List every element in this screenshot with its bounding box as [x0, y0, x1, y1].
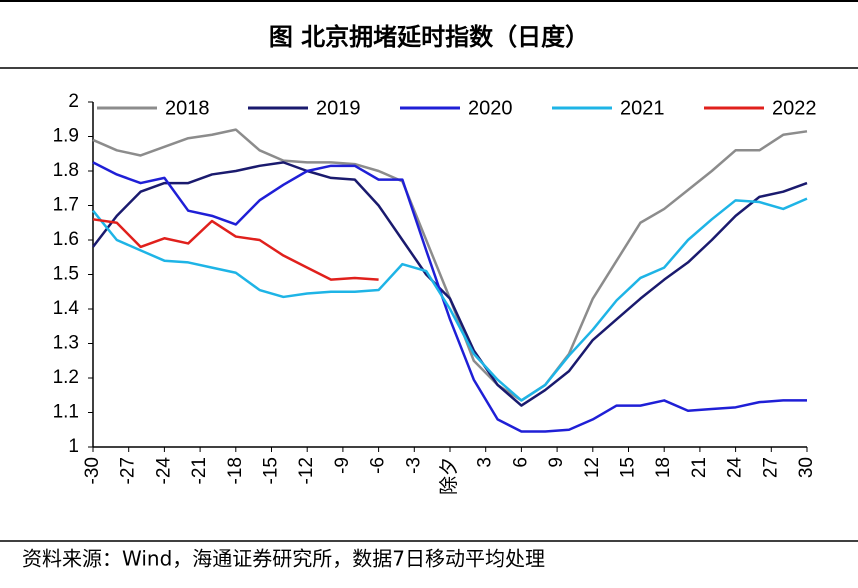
y-tick-label: 1.1 — [53, 402, 79, 423]
series-line — [92, 197, 808, 402]
y-tick-label: 1 — [68, 436, 79, 457]
y-tick-label: 1.6 — [53, 229, 79, 250]
y-tick-label: 2 — [68, 91, 79, 112]
x-tick-label: -6 — [368, 457, 389, 474]
y-tick-label: 1.4 — [53, 298, 80, 319]
y-tick-label: 1.9 — [53, 126, 79, 147]
x-tick-label: -3 — [403, 457, 424, 474]
y-tick-label: 1.5 — [53, 264, 79, 285]
series-line — [92, 218, 379, 281]
x-tick-label: 3 — [475, 457, 496, 468]
x-tick-label: -15 — [261, 457, 282, 484]
x-tick-label: 24 — [725, 457, 746, 479]
y-tick-label: 1.7 — [53, 195, 79, 216]
x-tick-label: -12 — [296, 457, 317, 484]
source-note: 资料来源：Wind，海通证券研究所，数据7日移动平均处理 — [22, 547, 545, 571]
x-tick-label: 30 — [796, 457, 817, 478]
legend-label: 2019 — [316, 97, 361, 119]
y-tick-label: 1.2 — [53, 367, 79, 388]
x-tick-label: 除夕 — [438, 457, 460, 495]
x-tick-label: -9 — [332, 457, 353, 474]
x-tick-label: 9 — [546, 457, 567, 468]
series-line — [92, 161, 807, 433]
x-tick-label: -21 — [189, 457, 210, 484]
x-tick-label: 18 — [653, 457, 674, 478]
x-tick-label: 21 — [689, 457, 710, 478]
y-tick-label: 1.8 — [53, 160, 79, 181]
x-tick-label: 6 — [510, 457, 531, 468]
x-tick-label: -27 — [118, 457, 139, 484]
y-tick-label: 1.3 — [53, 333, 79, 354]
x-tick-label: 12 — [582, 457, 603, 478]
series-line — [92, 161, 808, 407]
chart-title: 图 北京拥堵延时指数（日度） — [269, 23, 589, 51]
x-tick-label: -24 — [153, 457, 174, 485]
x-tick-label: 15 — [618, 457, 639, 478]
x-tick-label: -18 — [225, 457, 246, 484]
legend-label: 2018 — [165, 97, 210, 119]
x-tick-label: 27 — [760, 457, 781, 478]
legend-label: 2022 — [772, 97, 817, 119]
legend-label: 2020 — [468, 97, 513, 119]
x-tick-label: -30 — [82, 457, 103, 484]
legend-label: 2021 — [620, 97, 665, 119]
